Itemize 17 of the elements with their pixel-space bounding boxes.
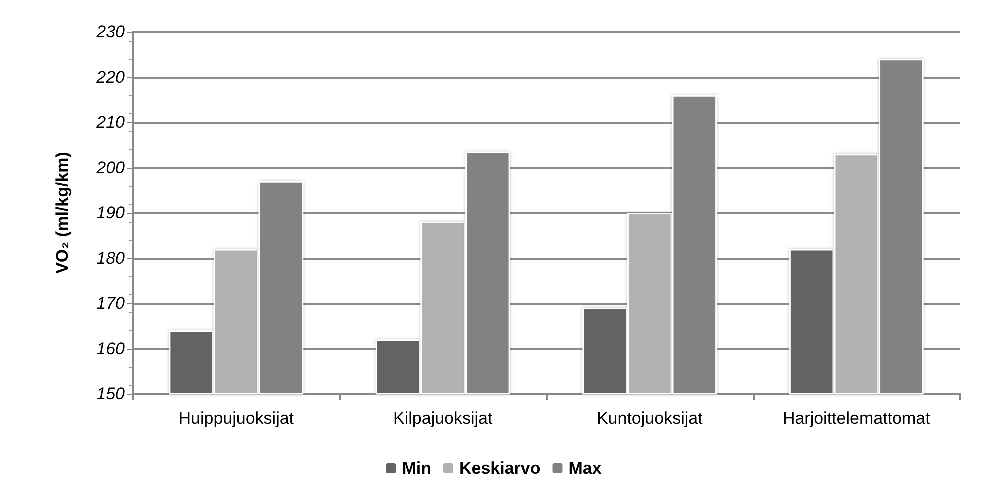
y-tick-label: 180 xyxy=(96,248,126,268)
y-tick-label: 150 xyxy=(96,384,126,404)
y-tick-label: 190 xyxy=(96,204,126,222)
y-tick-label: 220 xyxy=(96,68,126,87)
y-tick-label: 170 xyxy=(96,294,126,313)
x-tick-label: Harjoittelemattomat xyxy=(782,409,931,428)
x-tick-label: Kuntojuoksijat xyxy=(596,409,704,428)
y-tick-label: 160 xyxy=(96,339,126,358)
y-tick-label: 230 xyxy=(96,22,126,42)
x-tick-label: Kilpajuoksijat xyxy=(394,409,494,428)
legend-label: Max xyxy=(568,459,602,478)
y-tick-label: 210 xyxy=(96,113,126,132)
legend-label: Min xyxy=(402,459,432,478)
y-axis-title: VO₂ (ml/kg/km) xyxy=(53,152,72,274)
legend-label: Keskiarvo xyxy=(459,459,541,478)
y-tick-label: 200 xyxy=(96,158,126,178)
x-tick-label: Huippujuoksijat xyxy=(178,409,294,428)
